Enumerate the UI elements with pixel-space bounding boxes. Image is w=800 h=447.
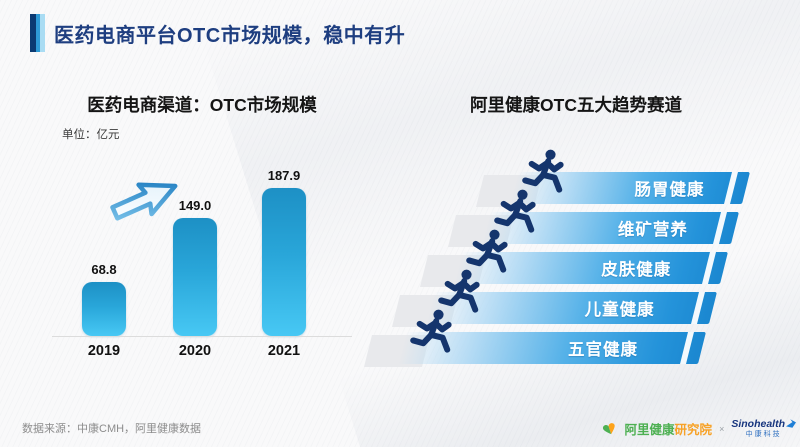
title-accent-bar: [30, 14, 45, 52]
chart-title: 医药电商渠道：OTC市场规模: [87, 95, 317, 115]
chart-category-label: 2020: [178, 343, 212, 359]
sinohealth-name: Sinohealth: [731, 418, 785, 431]
chart-value-label: 68.8: [91, 262, 117, 277]
track-label: 维矿营养: [617, 221, 688, 239]
track-bar-5: 五官健康: [398, 332, 706, 364]
runner-icon: [522, 146, 568, 207]
chart-value-label: 187.9: [267, 168, 301, 183]
data-source-text: 数据来源：中康CMH，阿里健康数据: [22, 423, 202, 435]
heart-icon: [602, 422, 615, 434]
sinohealth-logo: Sinohealth 中康科技: [731, 419, 796, 438]
tracks-title: 阿里健康OTC五大趋势赛道: [470, 95, 682, 115]
chart-bar-2019: [82, 282, 126, 336]
chart-unit-label: 单位：亿元: [62, 129, 120, 141]
ali-logo-text-orange: 研究院: [674, 423, 713, 437]
growth-arrow-icon: [110, 182, 178, 221]
chart-baseline: [52, 336, 352, 337]
chart-bar-2020: [173, 218, 217, 336]
track-label: 五官健康: [568, 341, 638, 359]
track-bar-2: 维矿营养: [482, 212, 739, 244]
chart-category-label: 2021: [267, 343, 301, 359]
chart-bar-2021: [262, 188, 306, 336]
sinohealth-swoosh-icon: [786, 419, 796, 429]
background-diagonal-band-bottom: [338, 213, 800, 447]
sinohealth-subtitle: 中康科技: [745, 430, 782, 438]
track-label: 皮肤健康: [601, 261, 672, 279]
ali-logo-text-green: 阿里健康: [624, 423, 675, 437]
runner-icon: [466, 226, 512, 287]
track-label: 儿童健康: [584, 301, 655, 319]
slide-title: 医药电商平台OTC市场规模，稳中有升: [54, 24, 406, 47]
ali-health-institute-logo: 阿里健康研究院: [625, 419, 713, 438]
runner-icon: [494, 186, 540, 247]
logo-separator: ×: [719, 423, 725, 434]
runner-icon: [438, 266, 484, 327]
track-bar-1: 肠胃健康: [510, 172, 750, 204]
track-bar-4: 儿童健康: [426, 292, 717, 324]
chart-value-label: 149.0: [178, 198, 212, 213]
chart-category-label: 2019: [87, 343, 121, 359]
track-label: 肠胃健康: [634, 181, 705, 199]
runner-icon: [410, 306, 456, 367]
slide-header: 医药电商平台OTC市场规模，稳中有升: [30, 14, 405, 52]
footer-logos: 阿里健康研究院 × Sinohealth 中康科技: [601, 419, 796, 438]
track-bar-3: 皮肤健康: [454, 252, 728, 284]
